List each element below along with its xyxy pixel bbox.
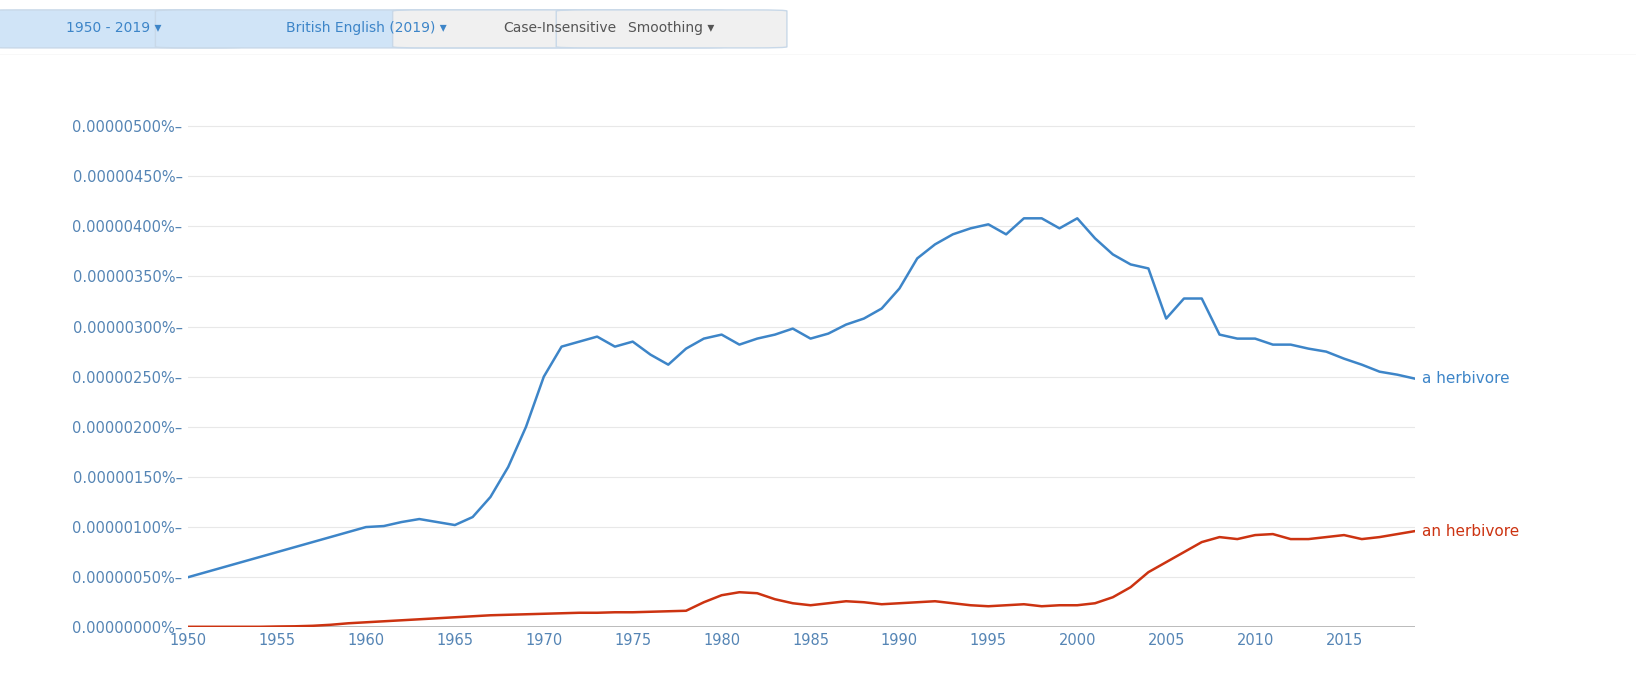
Text: an herbivore: an herbivore: [1422, 523, 1520, 539]
FancyBboxPatch shape: [155, 10, 578, 48]
FancyBboxPatch shape: [393, 10, 726, 48]
Text: 1950 - 2019 ▾: 1950 - 2019 ▾: [65, 20, 162, 35]
FancyBboxPatch shape: [0, 10, 244, 48]
Text: a herbivore: a herbivore: [1422, 372, 1510, 386]
Text: Smoothing ▾: Smoothing ▾: [628, 20, 715, 35]
Text: Case-Insensitive: Case-Insensitive: [502, 20, 617, 35]
FancyBboxPatch shape: [556, 10, 787, 48]
Text: British English (2019) ▾: British English (2019) ▾: [286, 20, 447, 35]
